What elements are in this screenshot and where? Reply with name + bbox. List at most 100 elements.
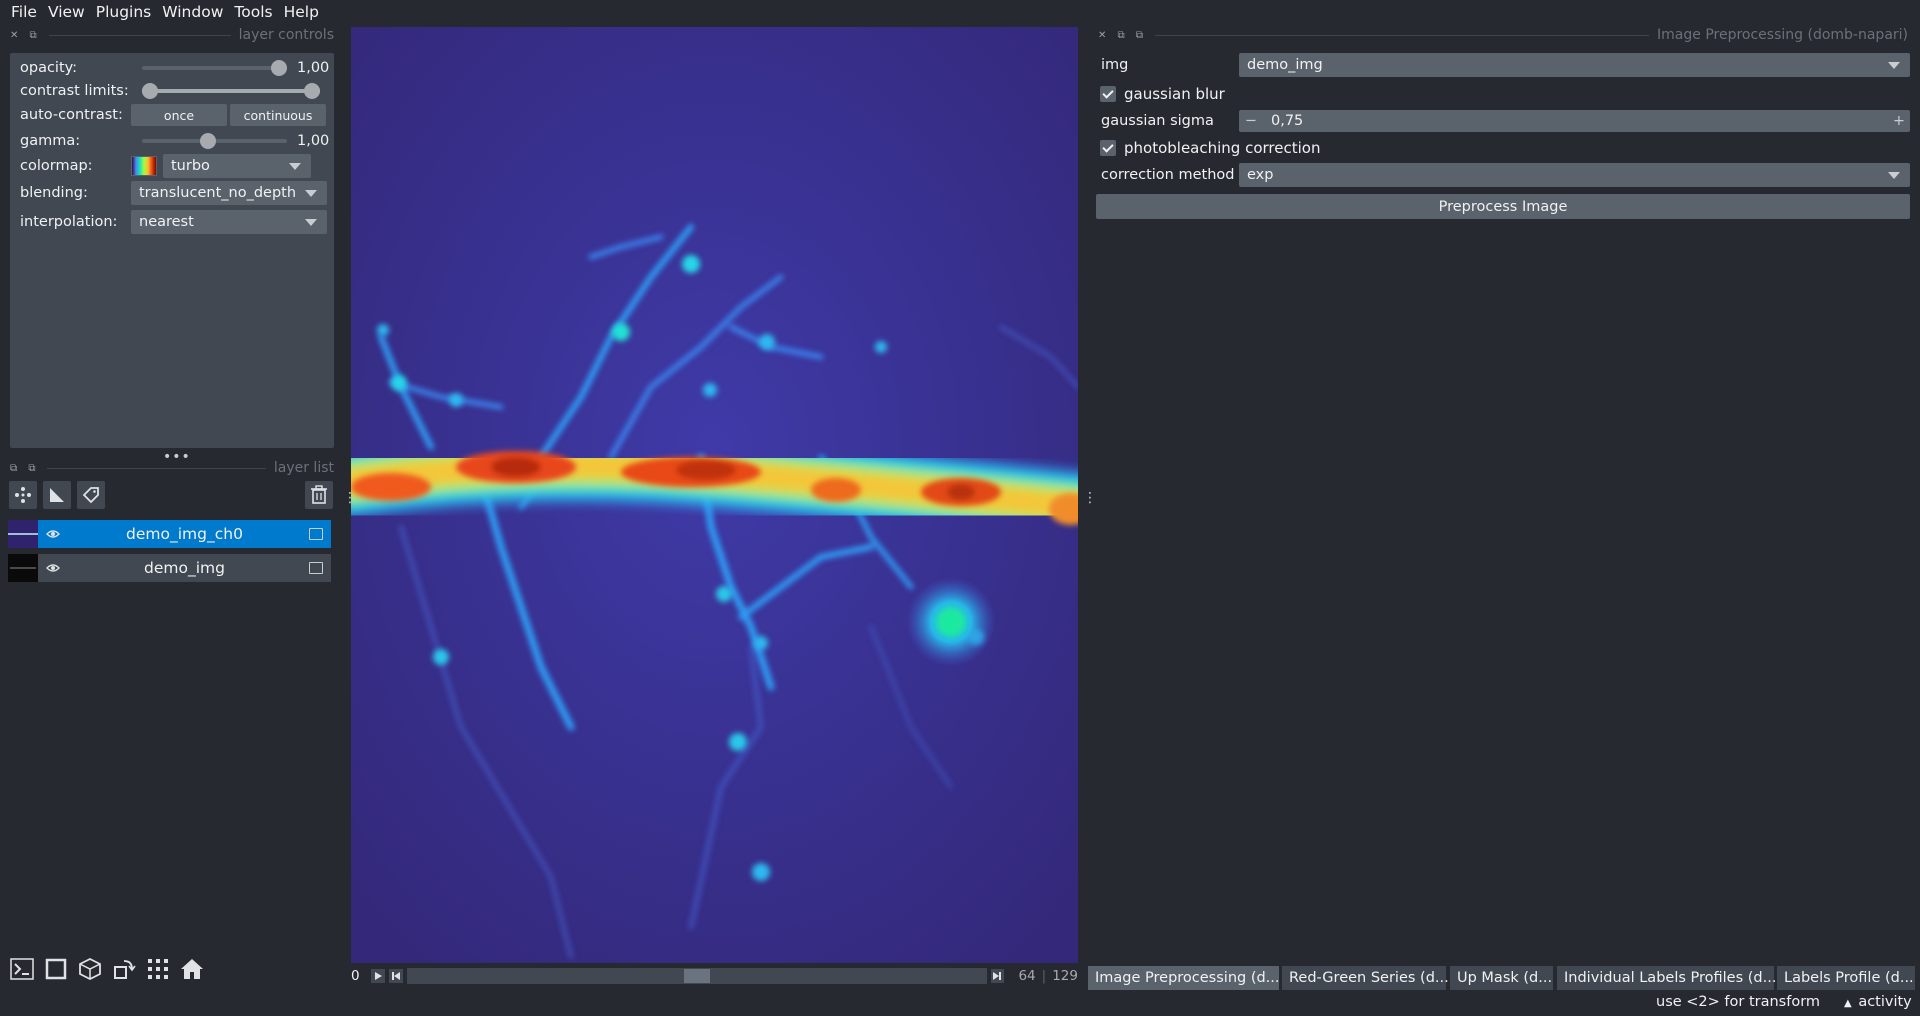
interpolation-dropdown[interactable]: nearest	[131, 210, 327, 234]
activity-label: activity	[1858, 994, 1912, 1010]
dock-title-line	[1155, 34, 1650, 36]
menu-tools[interactable]: Tools	[234, 3, 273, 21]
opacity-slider[interactable]	[142, 57, 287, 79]
console-button[interactable]	[8, 955, 36, 983]
layer-row[interactable]: demo_img	[8, 554, 331, 582]
plugin-dock-title: ✕ ⧉ ⧉ Image Preprocessing (domb-napari)	[1098, 27, 1908, 43]
contrast-high-handle[interactable]	[304, 83, 320, 99]
home-button[interactable]	[178, 955, 206, 983]
contrast-low-handle[interactable]	[142, 83, 158, 99]
grid-view-button[interactable]	[144, 955, 172, 983]
blending-row: blending: translucent_no_depth	[20, 181, 330, 205]
interpolation-row: interpolation: nearest	[20, 210, 330, 234]
roll-dims-button[interactable]	[76, 955, 104, 983]
menu-window[interactable]: Window	[162, 3, 224, 21]
correction-method-dropdown[interactable]: exp	[1239, 163, 1910, 187]
gaussian-sigma-spinbox[interactable]: − 0,75 +	[1239, 110, 1910, 132]
img-dropdown[interactable]: demo_img	[1239, 53, 1910, 77]
dock-splitter-handle[interactable]: •••	[163, 449, 191, 465]
first-frame-button[interactable]	[388, 969, 403, 983]
gamma-slider[interactable]	[142, 130, 287, 152]
colormap-dropdown[interactable]: turbo	[163, 154, 311, 178]
opacity-slider-handle[interactable]	[271, 60, 287, 76]
gaussian-sigma-label: gaussian sigma	[1101, 113, 1214, 129]
grid-icon	[148, 959, 168, 979]
dims-slider-handle[interactable]	[683, 969, 710, 983]
canvas-image	[351, 27, 1078, 963]
left-splitter-handle[interactable]: ⋮	[343, 490, 357, 506]
dims-slider-track[interactable]	[406, 968, 987, 984]
eye-icon[interactable]	[46, 561, 60, 575]
menu-file[interactable]: File	[11, 3, 37, 21]
colormap-value: turbo	[171, 158, 210, 174]
menu-plugins[interactable]: Plugins	[95, 3, 152, 21]
blending-value: translucent_no_depth	[139, 185, 297, 201]
dock-close-float-icons[interactable]: ✕ ⧉ ⧉	[1098, 29, 1148, 41]
dock-close-float-icons[interactable]: ✕ ⧉	[10, 29, 41, 41]
gaussian-blur-label[interactable]: gaussian blur	[1124, 85, 1225, 103]
increment-button[interactable]: +	[1892, 113, 1906, 129]
blending-label: blending:	[20, 185, 88, 201]
chevron-down-icon	[1888, 62, 1900, 69]
last-frame-button[interactable]	[990, 969, 1005, 983]
chevron-down-icon	[289, 163, 301, 170]
dock-float-icons[interactable]: ⧉ ⧉	[10, 462, 40, 474]
menu-help[interactable]: Help	[283, 3, 319, 21]
gaussian-sigma-value[interactable]: 0,75	[1271, 113, 1304, 129]
image-layer-icon	[309, 562, 323, 574]
activity-button[interactable]: ▲ activity	[1844, 994, 1912, 1010]
decrement-button[interactable]: −	[1244, 113, 1258, 129]
auto-contrast-continuous-button[interactable]: continuous	[230, 104, 326, 126]
ndisplay-button[interactable]	[42, 955, 70, 983]
correction-method-label: correction method	[1101, 167, 1235, 183]
tab-red-green-series[interactable]: Red-Green Series (d...	[1282, 966, 1449, 990]
dims-value-label[interactable]: 64	[1018, 968, 1036, 984]
preprocess-image-button[interactable]: Preprocess Image	[1096, 194, 1910, 219]
new-points-button[interactable]	[9, 481, 37, 509]
square-icon	[45, 958, 67, 980]
transpose-button[interactable]	[110, 955, 138, 983]
skip-back-icon	[391, 972, 400, 980]
delete-layer-button[interactable]	[305, 481, 333, 509]
dims-slider-bar: 0 64 | 129	[351, 966, 1078, 986]
layer-row[interactable]: demo_img_ch0	[8, 520, 331, 548]
layer-controls-title: layer controls	[238, 27, 334, 43]
right-splitter-handle[interactable]: ⋮	[1083, 490, 1097, 506]
opacity-value: 1,00	[297, 60, 330, 76]
interpolation-label: interpolation:	[20, 214, 118, 230]
layer-body[interactable]: demo_img	[38, 554, 331, 582]
opacity-row: opacity: 1,00	[20, 57, 330, 79]
layer-selected-body[interactable]: demo_img_ch0	[38, 520, 331, 548]
layer-name[interactable]: demo_img	[144, 559, 225, 577]
dims-max-label: 129	[1052, 968, 1078, 984]
tab-up-mask[interactable]: Up Mask (d...	[1450, 966, 1553, 990]
eye-icon[interactable]	[46, 527, 60, 541]
gamma-slider-handle[interactable]	[200, 133, 217, 149]
labels-icon	[82, 487, 99, 504]
tab-individual-labels-profiles[interactable]: Individual Labels Profiles (d...	[1557, 966, 1776, 990]
interpolation-value: nearest	[139, 214, 194, 230]
layer-name[interactable]: demo_img_ch0	[126, 525, 243, 543]
photobleaching-checkbox[interactable]	[1100, 140, 1116, 156]
play-button[interactable]	[370, 969, 385, 983]
blending-dropdown[interactable]: translucent_no_depth	[131, 181, 327, 205]
tab-image-preprocessing[interactable]: Image Preprocessing (d...	[1088, 966, 1280, 990]
chevron-down-icon	[1888, 172, 1900, 179]
auto-contrast-once-button[interactable]: once	[131, 104, 227, 126]
photobleaching-label[interactable]: photobleaching correction	[1124, 139, 1321, 157]
contrast-limits-label: contrast limits:	[20, 83, 129, 99]
photobleaching-row: photobleaching correction	[1096, 136, 1910, 160]
contrast-limits-range-slider[interactable]	[142, 80, 320, 102]
new-labels-button[interactable]	[77, 481, 105, 509]
colormap-label: colormap:	[20, 158, 93, 174]
correction-method-row: correction method exp	[1096, 163, 1910, 187]
menu-view[interactable]: View	[47, 3, 85, 21]
viewer-canvas[interactable]	[351, 27, 1078, 963]
colormap-row: colormap: turbo	[20, 154, 330, 178]
dims-current-label: 0	[351, 968, 360, 984]
gaussian-blur-checkbox[interactable]	[1100, 86, 1116, 102]
home-icon	[181, 959, 203, 979]
tab-labels-profile[interactable]: Labels Profile (d...	[1777, 966, 1915, 990]
new-shapes-button[interactable]	[43, 481, 71, 509]
opacity-slider-track	[142, 66, 287, 70]
